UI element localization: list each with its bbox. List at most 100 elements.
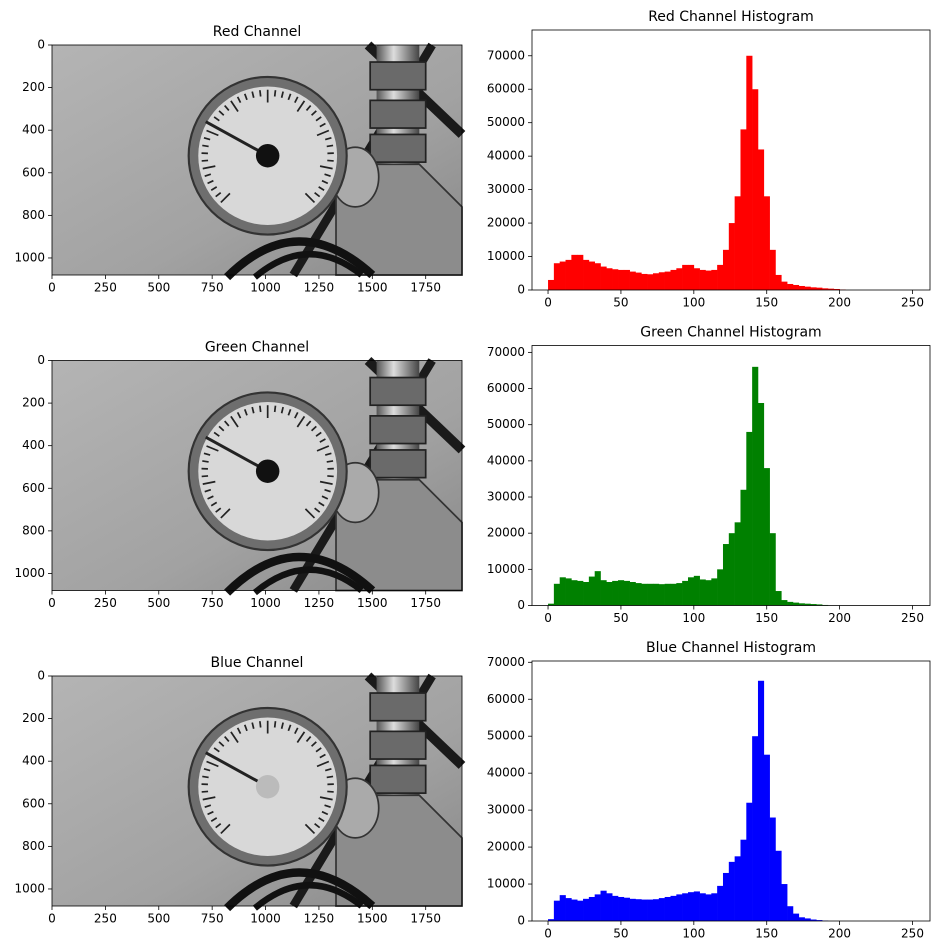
gauge-tick	[273, 721, 277, 728]
gauge-tick	[304, 508, 316, 519]
histogram-bar	[798, 285, 805, 290]
x-tick-label: 500	[147, 596, 170, 610]
histogram-bar	[577, 580, 584, 606]
histogram-bar	[822, 288, 829, 290]
histogram-bar	[664, 271, 671, 290]
x-tick-label: 100	[682, 296, 705, 310]
histogram-bar	[746, 431, 753, 606]
x-tick-label: 1500	[357, 912, 388, 926]
gauge-tick	[220, 192, 231, 204]
histogram-bar	[757, 680, 765, 921]
histogram-bar	[752, 736, 759, 921]
gauge-tick	[296, 415, 306, 428]
photo-cable	[224, 868, 376, 912]
histogram-bar	[682, 893, 689, 921]
histogram-bar	[629, 581, 636, 606]
gauge-tick	[218, 110, 225, 116]
histogram-bar	[787, 906, 794, 921]
histogram-bar	[647, 899, 654, 921]
histogram-bar	[740, 839, 747, 921]
histogram-bar	[571, 254, 578, 290]
histogram-bar	[559, 261, 566, 290]
x-tick-label: 250	[94, 281, 117, 295]
histogram-bar	[553, 900, 560, 921]
histogram-bar	[816, 604, 823, 606]
histogram-bar	[687, 264, 695, 290]
y-tick-label: 1000	[14, 881, 45, 895]
gauge-tick	[324, 488, 331, 493]
histogram-bar	[717, 885, 724, 921]
histogram-bar	[664, 896, 671, 921]
x-tick-label: 1000	[250, 281, 281, 295]
y-tick-label: 40000	[487, 453, 525, 467]
gauge-tick	[287, 409, 292, 416]
gauge-hub	[255, 775, 280, 799]
y-tick-label: 20000	[487, 216, 525, 230]
x-tick-label: 1000	[250, 596, 281, 610]
axes-frame	[51, 44, 463, 276]
y-tick-label: 400	[22, 438, 45, 452]
x-tick-label: 50	[613, 927, 628, 941]
histogram-bar	[548, 279, 555, 290]
gauge-tick	[259, 90, 262, 97]
gauge-tick	[280, 722, 284, 729]
y-tick-label: 30000	[487, 490, 525, 504]
channel-image	[52, 41, 466, 281]
gauge-tick	[201, 159, 209, 162]
histogram-bar	[705, 894, 712, 921]
histogram-bar	[635, 272, 642, 290]
gauge-tick	[206, 760, 219, 768]
gauge-tick	[206, 129, 219, 137]
histogram-bar	[781, 281, 788, 290]
photo-fitting	[369, 449, 427, 479]
x-tick-label: 1000	[250, 912, 281, 926]
histogram-bar	[711, 893, 718, 921]
gauge-tick	[259, 721, 262, 728]
histogram-bar	[757, 149, 765, 290]
gauge-tick	[206, 445, 219, 452]
gauge-tick	[319, 122, 326, 128]
gauge-tick	[304, 823, 316, 835]
gauge-tick	[318, 817, 325, 822]
histogram-bar	[583, 259, 590, 290]
gauge-tick	[327, 159, 334, 162]
x-tick-label: 1750	[410, 281, 441, 295]
photo-cable	[252, 882, 364, 911]
gauge-tick	[215, 507, 222, 513]
histogram-bar	[641, 273, 648, 290]
gauge-tick	[319, 796, 333, 801]
gauge-hub	[255, 459, 280, 483]
photo-fitting	[369, 764, 427, 794]
histogram-bar	[763, 196, 770, 290]
histogram-bar	[670, 895, 677, 921]
x-tick-label: 750	[201, 281, 224, 295]
y-tick-label: 600	[22, 796, 45, 810]
gauge-tick	[305, 104, 312, 111]
y-tick-label: 0	[37, 353, 45, 367]
gauge-tick	[326, 460, 334, 463]
photo-fitting	[369, 730, 427, 760]
gauge-tick	[311, 741, 317, 747]
axes-frame	[531, 660, 931, 922]
gauge-tick	[203, 768, 211, 772]
gauge-tick	[215, 822, 222, 829]
histogram-bar	[769, 817, 776, 921]
x-tick-label: 100	[682, 611, 705, 625]
histogram-bar	[618, 269, 625, 290]
histogram-bar	[810, 287, 817, 290]
histogram-bar	[699, 269, 706, 290]
gauge-tick	[218, 425, 225, 432]
gauge-tick	[294, 412, 299, 419]
histogram-bar	[583, 898, 590, 921]
histogram-bar	[769, 533, 776, 606]
gauge-tick	[316, 445, 330, 452]
y-tick-label: 60000	[487, 381, 525, 395]
x-tick-label: 1500	[357, 281, 388, 295]
x-tick-label: 150	[755, 927, 778, 941]
gauge-hub	[255, 144, 280, 168]
gauge-tick	[314, 822, 321, 829]
channel-image	[52, 672, 466, 912]
y-tick-label: 60000	[487, 692, 525, 706]
gauge-tick	[243, 409, 248, 416]
histogram-bar	[687, 577, 695, 606]
